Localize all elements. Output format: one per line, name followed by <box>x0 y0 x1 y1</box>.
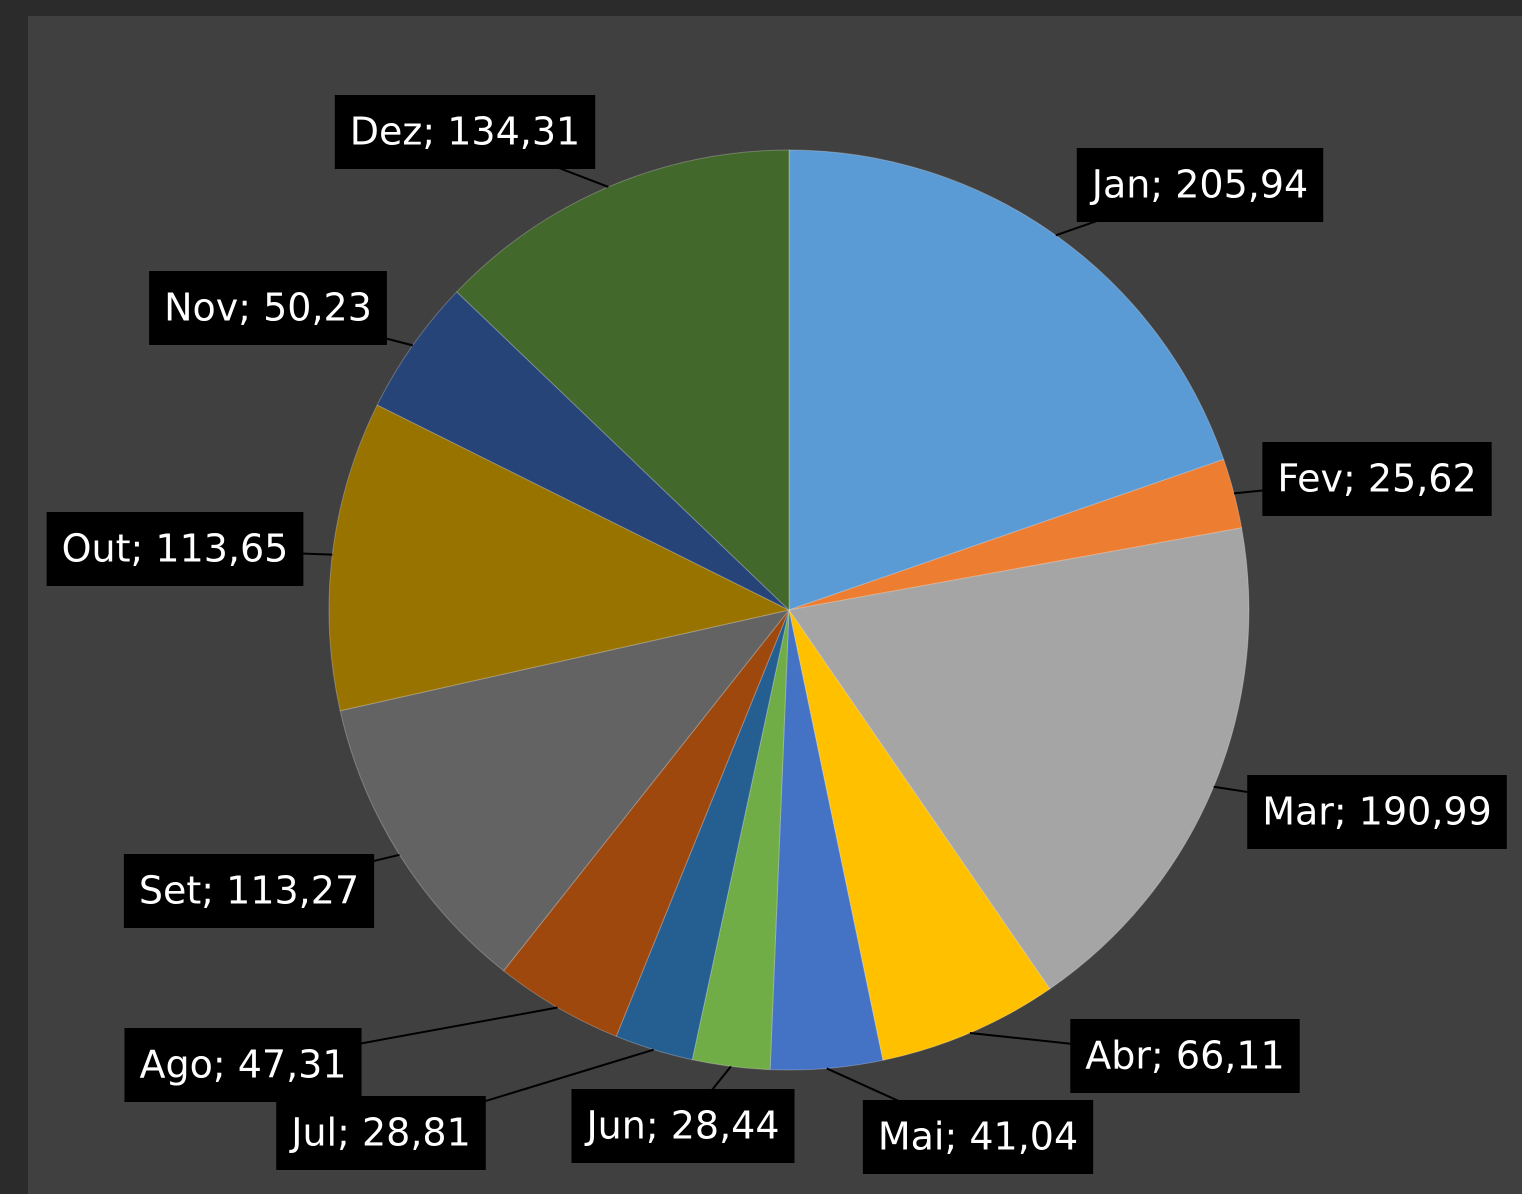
data-label: Jan; 205,94 <box>1076 148 1324 222</box>
label-box <box>276 1096 486 1170</box>
data-label: Abr; 66,11 <box>1070 1019 1300 1093</box>
data-label-text: Jun; 28,44 <box>584 1104 779 1148</box>
label-box <box>46 512 304 586</box>
data-label: Jul; 28,81 <box>276 1096 486 1170</box>
pie-slice <box>339 609 791 972</box>
data-label-text: Set; 113,27 <box>139 869 359 913</box>
data-label: Mar; 190,99 <box>1247 775 1507 849</box>
label-box <box>1247 775 1507 849</box>
label-box <box>862 1100 1094 1174</box>
pie-slice <box>615 609 790 1061</box>
pie-slice <box>769 609 884 1071</box>
data-label: Set; 113,27 <box>123 854 375 928</box>
data-label-text: Out; 113,65 <box>62 527 289 571</box>
label-box <box>1070 1019 1300 1093</box>
data-label: Fev; 25,62 <box>1262 442 1492 516</box>
data-label: Ago; 47,31 <box>124 1028 362 1102</box>
pie-slice <box>788 609 1051 1061</box>
data-label-text: Fev; 25,62 <box>1277 457 1476 501</box>
data-label: Jun; 28,44 <box>571 1089 795 1163</box>
pie-slice <box>788 527 1250 990</box>
label-box <box>149 271 387 345</box>
data-label-text: Jul; 28,81 <box>289 1111 471 1155</box>
data-label-text: Jan; 205,94 <box>1090 163 1308 207</box>
label-box <box>123 854 375 928</box>
pie-slice <box>788 458 1243 611</box>
data-label-text: Dez; 134,31 <box>350 110 580 154</box>
label-box <box>1262 442 1492 516</box>
data-label-text: Mai; 41,04 <box>878 1115 1078 1159</box>
label-box <box>1076 148 1324 222</box>
data-label: Mai; 41,04 <box>862 1100 1094 1174</box>
data-label-text: Ago; 47,31 <box>139 1043 346 1087</box>
label-box <box>571 1089 795 1163</box>
data-label: Dez; 134,31 <box>334 95 596 169</box>
data-label-text: Nov; 50,23 <box>164 286 372 330</box>
data-label-text: Abr; 66,11 <box>1085 1034 1284 1078</box>
data-label: Out; 113,65 <box>46 512 304 586</box>
data-label-text: Mar; 190,99 <box>1262 790 1492 834</box>
pie-slice <box>456 149 790 612</box>
label-box <box>124 1028 362 1102</box>
label-box <box>334 95 596 169</box>
pie-slice <box>502 609 790 1037</box>
data-label: Nov; 50,23 <box>149 271 387 345</box>
pie-slice <box>691 609 790 1071</box>
